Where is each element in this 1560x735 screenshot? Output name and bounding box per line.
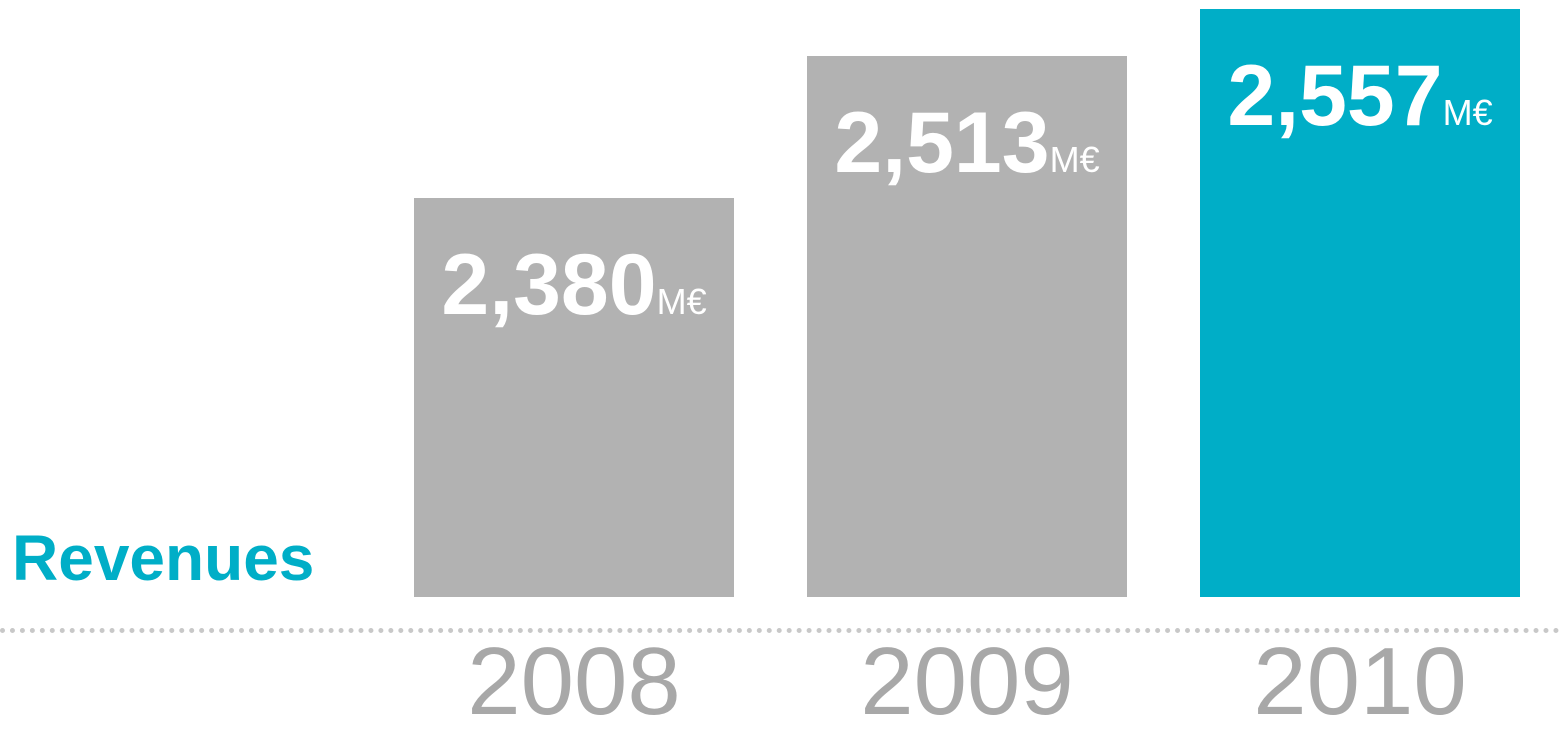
data-label-unit: M€ [1049,139,1100,180]
bar-2010: 2,557M€ [1200,9,1520,597]
data-label-2008: 2,380M€ [414,242,734,328]
data-label-value: 2,380 [441,237,657,333]
data-label-unit: M€ [656,281,707,322]
data-label-2010: 2,557M€ [1200,53,1520,139]
data-label-unit: M€ [1442,92,1493,133]
x-tick-label-2010: 2010 [1253,628,1467,735]
chart-title: Revenues [12,522,315,594]
data-label-value: 2,557 [1227,48,1443,144]
x-tick-label-2009: 2009 [860,628,1074,735]
bar-2008: 2,380M€ [414,198,734,597]
x-tick-label-2008: 2008 [467,628,681,735]
baseline-divider [0,628,1560,633]
data-label-value: 2,513 [834,95,1050,191]
data-label-2009: 2,513M€ [807,100,1127,186]
bar-2009: 2,513M€ [807,56,1127,597]
